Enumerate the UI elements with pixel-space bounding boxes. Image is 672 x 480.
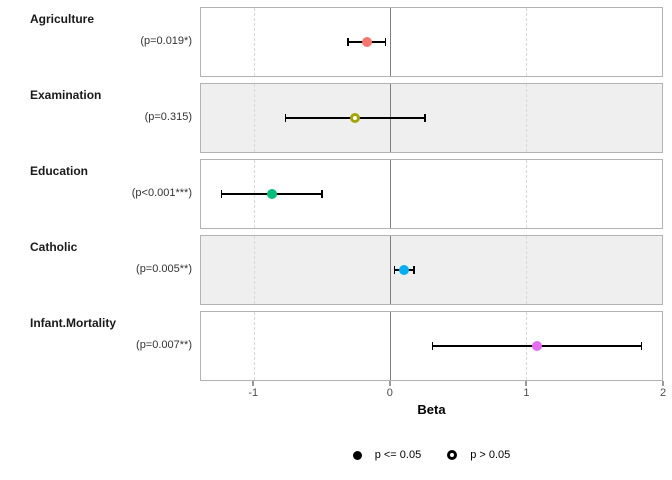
legend: p <= 0.05 p > 0.05 — [200, 446, 663, 464]
gridline — [526, 160, 527, 228]
forest-row-examination: Examination (p=0.315) — [0, 83, 672, 153]
gridline — [254, 236, 256, 304]
forest-row-catholic: Catholic (p=0.005**) — [0, 235, 672, 305]
zero-reference-line — [390, 236, 392, 304]
plot-panel — [200, 159, 663, 229]
x-axis: -1 0 1 2 — [200, 381, 667, 407]
point-estimate — [398, 265, 409, 275]
forest-row-infant-mortality: Infant.Mortality (p=0.007**) — [0, 311, 672, 381]
forest-row-education: Education (p<0.001***) — [0, 159, 672, 229]
plot-panel — [200, 83, 663, 153]
open-circle-icon — [447, 450, 458, 460]
plot-panel — [200, 311, 663, 381]
gridline — [254, 8, 256, 76]
axis-tick-label: 2 — [659, 387, 667, 399]
legend-label: p <= 0.05 — [374, 449, 422, 461]
gridline — [254, 312, 256, 380]
legend-label: p > 0.05 — [470, 449, 511, 461]
plot-panel — [200, 235, 663, 305]
axis-tick-label: 0 — [386, 387, 393, 399]
gridline — [526, 84, 527, 152]
axis-tick — [252, 381, 254, 386]
row-pvalue-label: (p=0.007**) — [136, 339, 192, 351]
zero-reference-line — [390, 312, 392, 380]
row-pvalue-label: (p=0.019*) — [140, 35, 192, 47]
gridline — [254, 84, 256, 152]
axis-tick — [525, 381, 527, 386]
legend-item-nonsignificant: p > 0.05 — [447, 449, 510, 461]
zero-reference-line — [390, 8, 392, 76]
row-variable-label: Education — [30, 164, 89, 178]
row-variable-label: Infant.Mortality — [30, 316, 116, 330]
zero-reference-line — [390, 160, 392, 228]
gridline — [526, 8, 527, 76]
row-pvalue-label: (p<0.001***) — [131, 187, 192, 199]
gridline — [526, 236, 527, 304]
axis-tick-label: 1 — [523, 387, 530, 399]
point-estimate — [531, 341, 542, 351]
filled-circle-icon — [352, 450, 362, 460]
x-axis-title: Beta — [417, 402, 446, 417]
row-pvalue-label: (p=0.315) — [144, 111, 192, 123]
legend-item-significant: p <= 0.05 — [352, 449, 422, 461]
point-estimate — [266, 189, 277, 199]
point-estimate — [349, 113, 360, 123]
point-estimate — [361, 37, 372, 47]
plot-panel — [200, 7, 663, 77]
axis-tick-label: -1 — [248, 387, 259, 399]
axis-tick — [662, 381, 664, 386]
row-variable-label: Agriculture — [30, 12, 95, 26]
row-variable-label: Examination — [30, 88, 102, 102]
row-variable-label: Catholic — [30, 240, 78, 254]
row-pvalue-label: (p=0.005**) — [136, 263, 192, 275]
axis-tick — [389, 381, 391, 386]
forest-row-agriculture: Agriculture (p=0.019*) — [0, 7, 672, 77]
